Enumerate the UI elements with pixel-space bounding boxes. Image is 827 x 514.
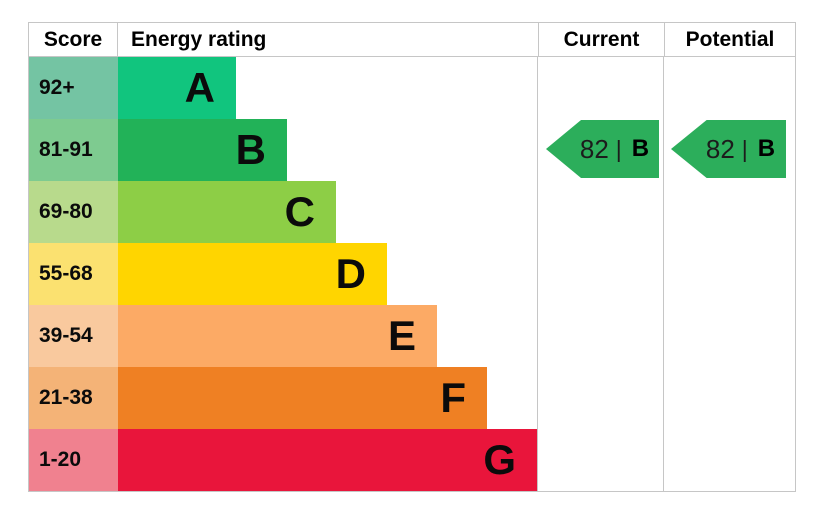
potential-column-header: Potential	[664, 23, 795, 56]
band-score-range: 21-38	[29, 367, 118, 429]
potential-rating-value: 82	[705, 133, 735, 164]
band-score-range: 92+	[29, 57, 118, 119]
band-score-range: 55-68	[29, 243, 118, 305]
rating-divider: |	[741, 135, 748, 162]
table-header: Score Energy rating Current Potential	[29, 23, 795, 57]
band-bar: B	[118, 119, 287, 181]
current-rating-arrow: 82 | B	[546, 120, 659, 178]
band-letter: A	[184, 64, 215, 111]
band-score-range: 81-91	[29, 119, 118, 181]
epc-band-row: 1-20 G	[29, 429, 537, 491]
band-letter: B	[235, 126, 266, 173]
epc-table: Score Energy rating Current Potential 92…	[28, 22, 796, 492]
band-score-range: 1-20	[29, 429, 118, 491]
table-body: 92+ A 81-91 B 69-80 C 55-68 D 39-54 E 21…	[29, 57, 795, 491]
current-rating-letter: B	[631, 135, 650, 162]
band-score-range: 39-54	[29, 305, 118, 367]
band-bar: F	[118, 367, 487, 429]
current-column-header: Current	[538, 23, 664, 56]
rating-divider: |	[615, 135, 622, 162]
band-rows: 92+ A 81-91 B 69-80 C 55-68 D 39-54 E 21…	[29, 57, 537, 491]
epc-band-row: 92+ A	[29, 57, 537, 119]
energy-rating-column-header: Energy rating	[131, 27, 267, 51]
band-letter: G	[483, 436, 516, 483]
band-bar: E	[118, 305, 437, 367]
epc-band-row: 21-38 F	[29, 367, 537, 429]
band-score-range: 69-80	[29, 181, 118, 243]
band-letter: F	[440, 374, 466, 421]
band-letter: C	[284, 188, 315, 235]
potential-column: 82 | B	[663, 57, 795, 491]
current-column: 82 | B	[537, 57, 663, 491]
band-letter: E	[387, 312, 416, 359]
current-rating-value: 82	[579, 133, 609, 164]
band-bar: G	[118, 429, 537, 491]
band-letter: D	[335, 250, 366, 297]
epc-band-row: 39-54 E	[29, 305, 537, 367]
band-bar: D	[118, 243, 387, 305]
band-bar: C	[118, 181, 336, 243]
score-column-header: Score	[29, 23, 118, 56]
potential-rating-letter: B	[757, 135, 776, 162]
epc-band-row: 81-91 B	[29, 119, 537, 181]
potential-rating-arrow: 82 | B	[671, 120, 786, 178]
epc-band-row: 69-80 C	[29, 181, 537, 243]
epc-band-row: 55-68 D	[29, 243, 537, 305]
band-bar: A	[118, 57, 236, 119]
